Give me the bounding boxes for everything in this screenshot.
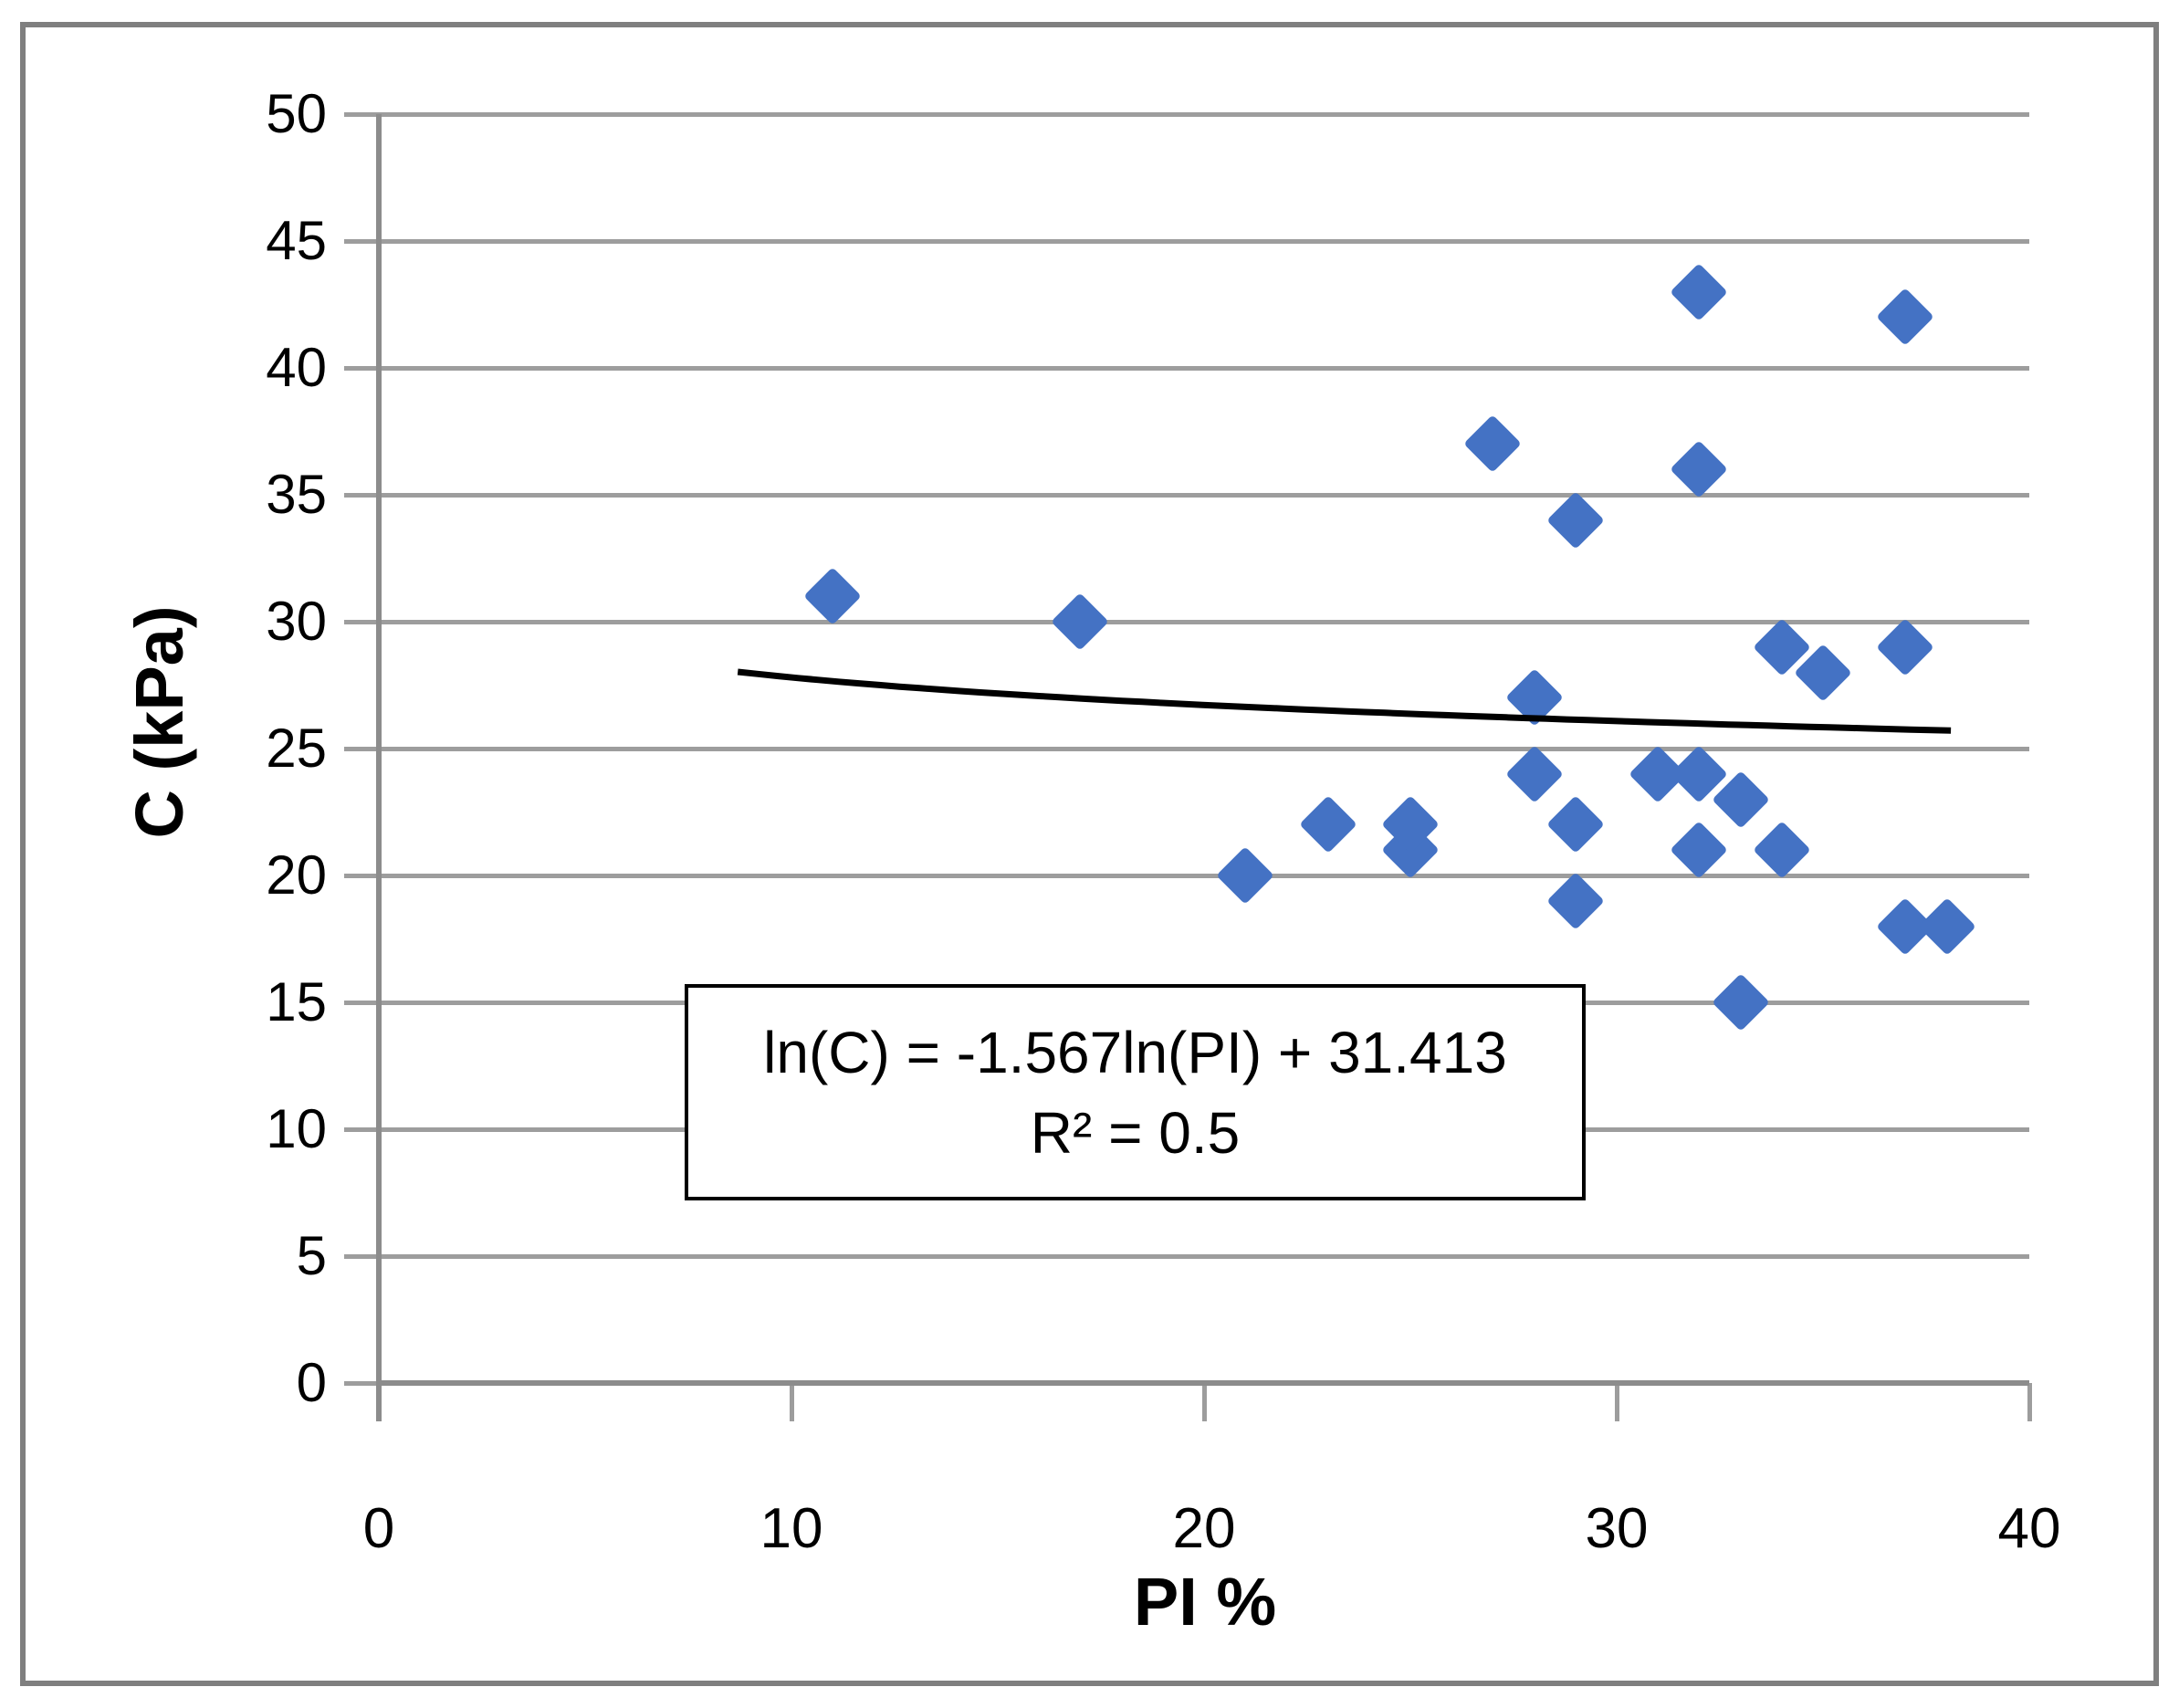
trendline-equation: ln(C) = -1.567ln(PI) + 31.413 bbox=[763, 1019, 1507, 1085]
y-axis-tick-label: 10 bbox=[266, 1098, 327, 1159]
y-axis-tick-label: 50 bbox=[266, 83, 327, 144]
y-tick bbox=[344, 1254, 379, 1259]
y-axis-tick-label: 25 bbox=[266, 718, 327, 779]
y-gridline bbox=[379, 620, 2029, 624]
x-tick bbox=[1615, 1383, 1619, 1421]
y-tick bbox=[344, 239, 379, 244]
y-tick bbox=[344, 1001, 379, 1005]
r-squared-value: R² = 0.5 bbox=[1030, 1099, 1241, 1166]
y-axis-tick-label: 0 bbox=[296, 1352, 327, 1413]
y-tick bbox=[344, 620, 379, 624]
x-axis-tick-label: 20 bbox=[1172, 1497, 1236, 1560]
y-gridline bbox=[379, 747, 2029, 751]
y-axis-tick-label: 30 bbox=[266, 591, 327, 652]
y-axis-tick-label: 35 bbox=[266, 464, 327, 525]
y-tick bbox=[344, 747, 379, 751]
equation-box: ln(C) = -1.567ln(PI) + 31.413 R² = 0.5 bbox=[685, 984, 1586, 1200]
y-axis-title: C (kPa) bbox=[121, 605, 197, 839]
y-gridline bbox=[379, 1254, 2029, 1259]
y-tick bbox=[344, 366, 379, 371]
y-gridline bbox=[379, 493, 2029, 498]
figure-border bbox=[20, 22, 2159, 1686]
x-axis-line bbox=[379, 1380, 2029, 1386]
y-axis-tick-label: 15 bbox=[266, 971, 327, 1032]
x-axis-tick-label: 30 bbox=[1585, 1497, 1649, 1560]
x-axis-title: PI % bbox=[1133, 1564, 1277, 1640]
y-tick bbox=[344, 874, 379, 878]
y-gridline bbox=[379, 366, 2029, 371]
x-tick bbox=[1202, 1383, 1207, 1421]
y-axis-tick-label: 45 bbox=[266, 210, 327, 271]
y-tick bbox=[344, 493, 379, 498]
x-axis-tick-label: 40 bbox=[1997, 1497, 2061, 1560]
y-gridline bbox=[379, 239, 2029, 244]
y-axis-tick-label: 20 bbox=[266, 844, 327, 906]
y-tick bbox=[344, 1127, 379, 1132]
x-tick bbox=[790, 1383, 794, 1421]
y-axis-line bbox=[376, 114, 382, 1421]
y-tick bbox=[344, 1381, 379, 1386]
y-axis-tick-label: 5 bbox=[296, 1225, 327, 1286]
y-gridline bbox=[379, 874, 2029, 878]
y-gridline bbox=[379, 112, 2029, 117]
x-axis-tick-label: 0 bbox=[362, 1497, 395, 1560]
x-tick bbox=[2027, 1383, 2032, 1421]
x-axis-tick-label: 10 bbox=[760, 1497, 823, 1560]
y-tick bbox=[344, 112, 379, 117]
y-axis-tick-label: 40 bbox=[266, 337, 327, 398]
